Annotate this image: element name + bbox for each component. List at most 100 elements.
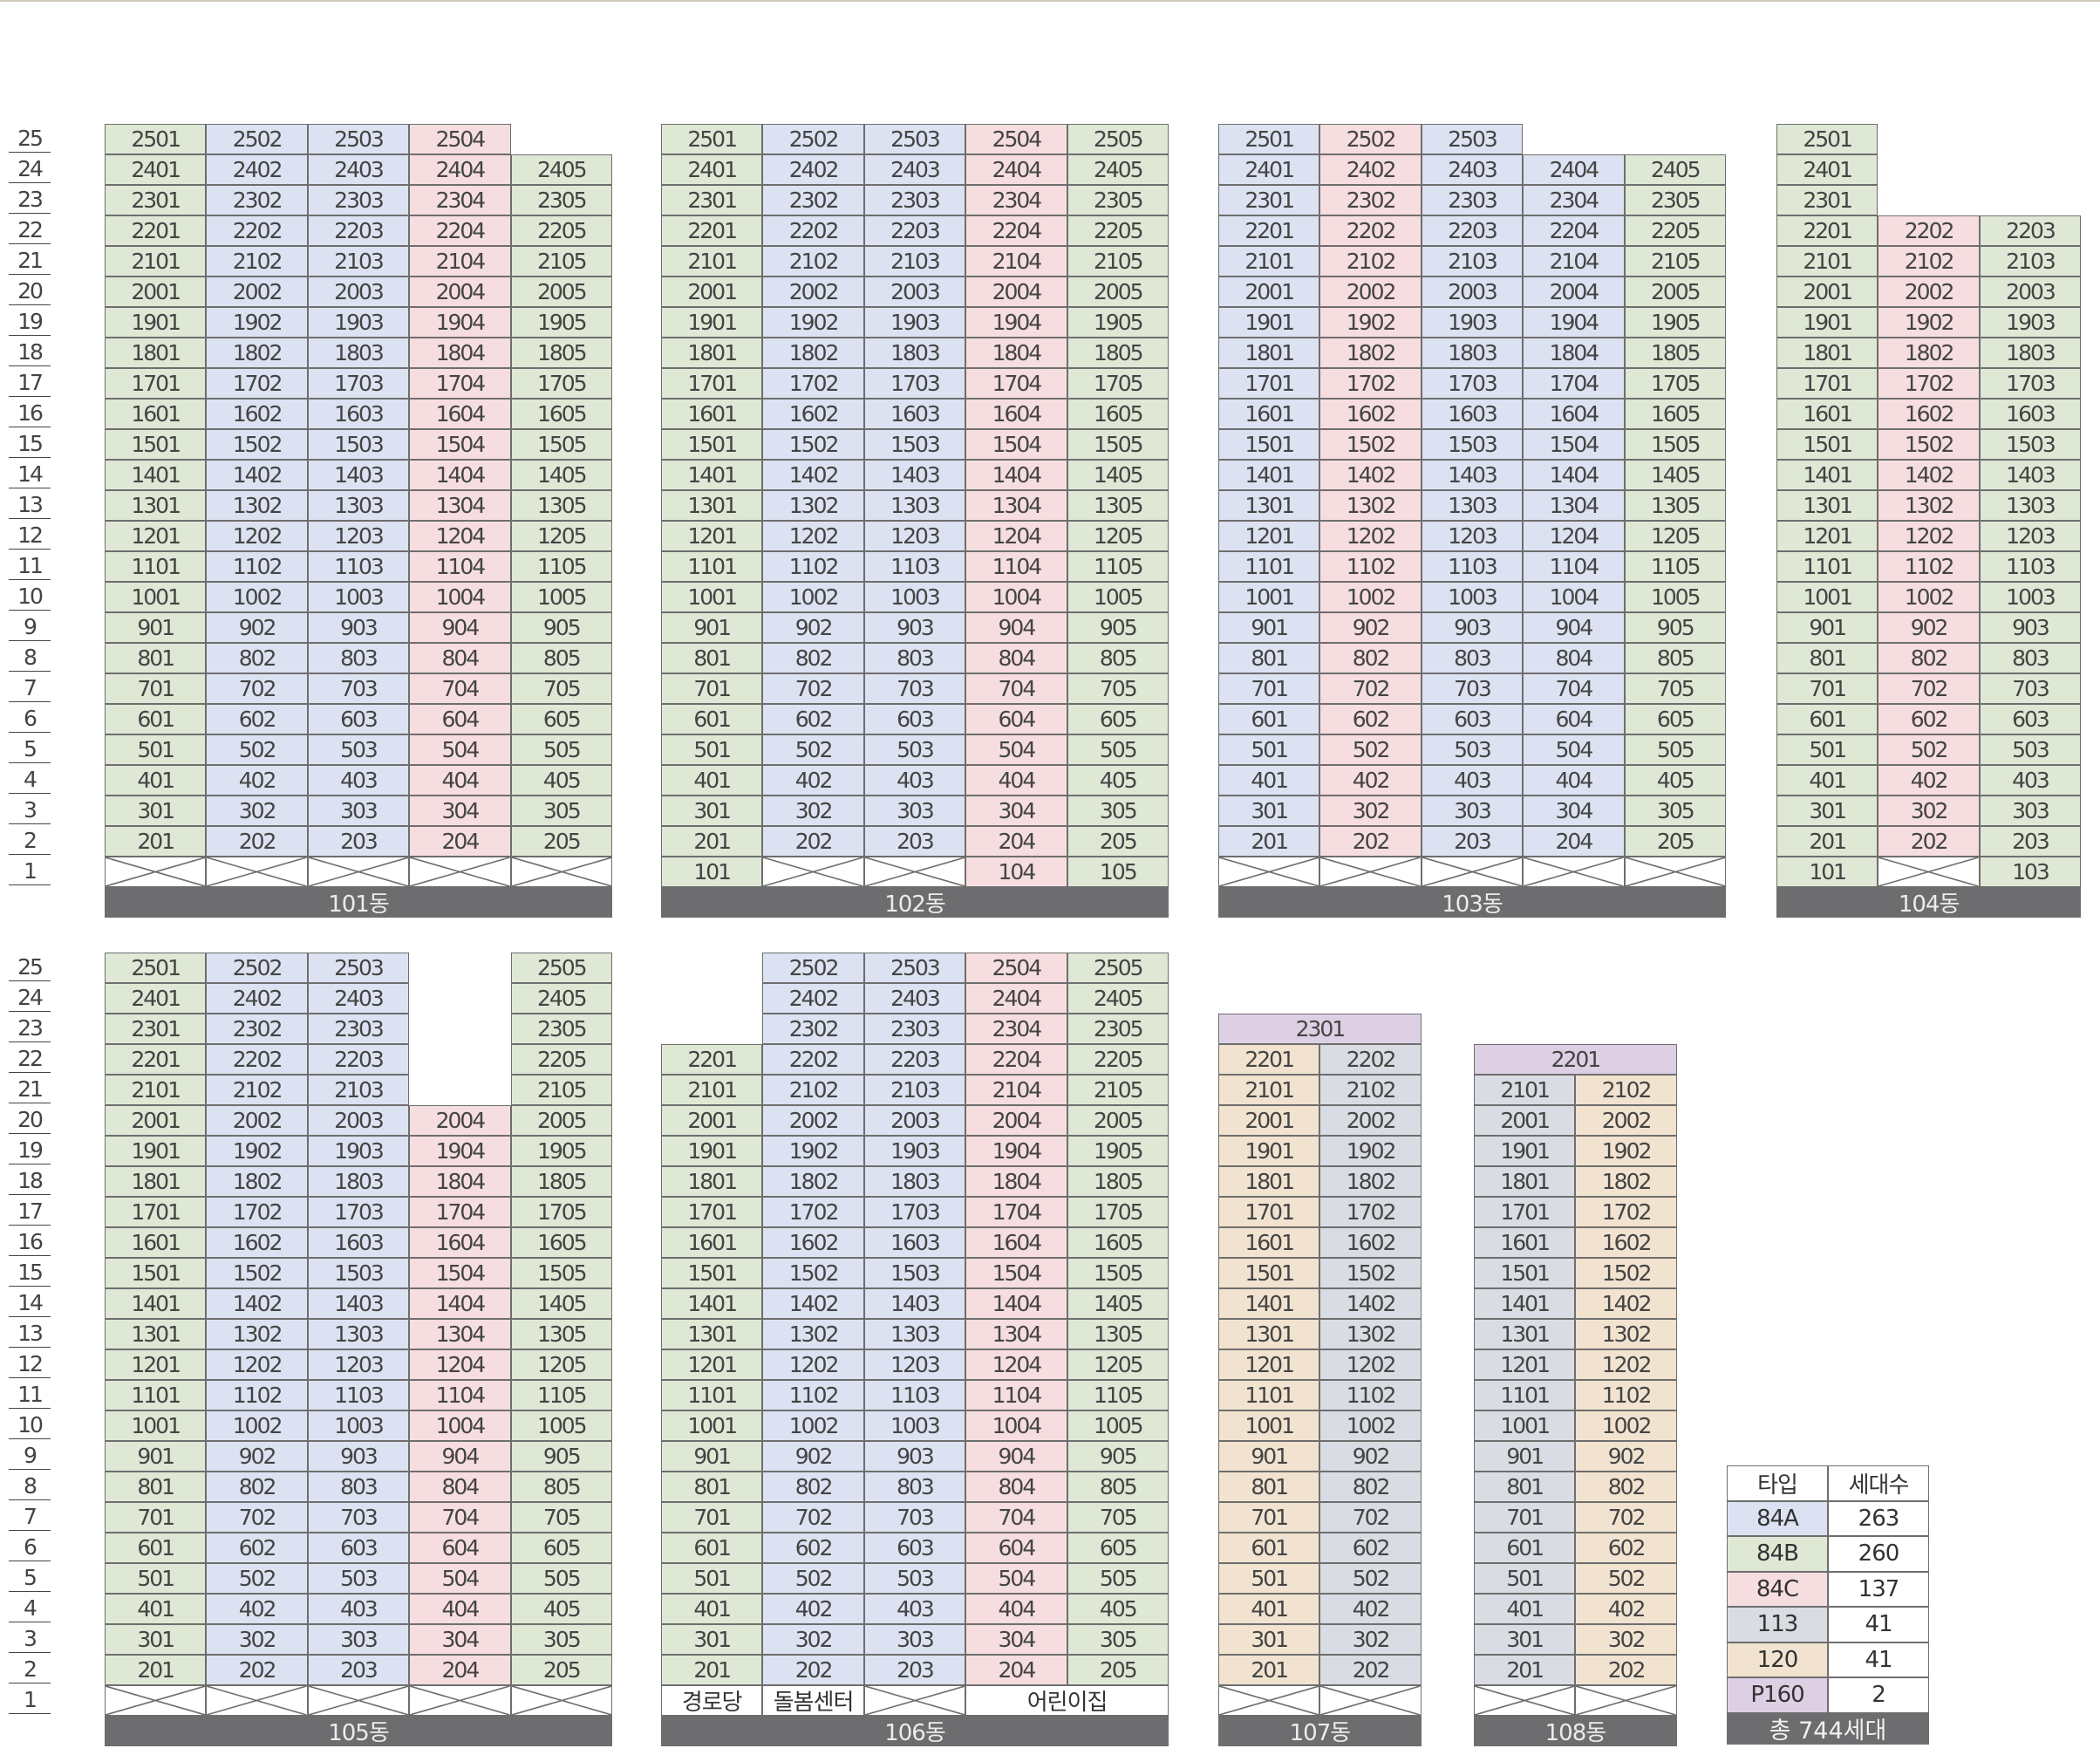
unit-cell: 1005 bbox=[510, 1410, 612, 1441]
unit-cell: 1704 bbox=[965, 368, 1067, 399]
unit-cell: 1001 bbox=[105, 582, 207, 612]
unit-cell: 501 bbox=[1776, 734, 1878, 765]
legend-type-p160: P160 bbox=[1727, 1677, 1828, 1713]
unit-cell: 304 bbox=[965, 1624, 1067, 1655]
unit-cell: 2302 bbox=[1319, 185, 1422, 215]
unit-cell: 2303 bbox=[1421, 185, 1524, 215]
unit-cell: 1401 bbox=[1776, 460, 1878, 490]
unit-cell: 1404 bbox=[409, 1288, 511, 1319]
unit-cell: 1302 bbox=[1878, 490, 1980, 521]
unit-cell: 901 bbox=[661, 1441, 763, 1472]
unit-cell: 802 bbox=[1319, 643, 1422, 673]
unit-cell: 1504 bbox=[1523, 429, 1625, 460]
unit-cell: 404 bbox=[965, 765, 1067, 796]
unit-cell: 2503 bbox=[1421, 124, 1524, 154]
unit-cell: 1602 bbox=[206, 1227, 308, 1258]
unit-cell: 2203 bbox=[1421, 215, 1524, 246]
unit-cell: 704 bbox=[409, 673, 511, 704]
unit-cell: 2404 bbox=[1523, 154, 1625, 185]
unit-cell: 2304 bbox=[1523, 185, 1625, 215]
unit-cell: 1403 bbox=[863, 1288, 966, 1319]
unit-cell: 1201 bbox=[105, 1349, 207, 1380]
unit-cell: 1401 bbox=[661, 1288, 763, 1319]
unit-cell: 1003 bbox=[307, 582, 410, 612]
unit-cell: 2505 bbox=[510, 953, 612, 983]
unit-cell: 1701 bbox=[661, 1197, 763, 1227]
unit-cell: 1605 bbox=[510, 1227, 612, 1258]
unit-cell: 802 bbox=[206, 1472, 308, 1502]
unit-cell: 2305 bbox=[510, 1014, 612, 1044]
unit-cell: 804 bbox=[965, 1472, 1067, 1502]
floor-number: 13 bbox=[9, 492, 51, 519]
unit-cell: 404 bbox=[1523, 765, 1625, 796]
unit-cell: 1901 bbox=[1218, 1136, 1320, 1166]
unit-cell: 2001 bbox=[1218, 277, 1320, 307]
legend-count-84a: 263 bbox=[1828, 1500, 1929, 1536]
unit-cell: 1502 bbox=[762, 1258, 864, 1288]
pilotis-cell bbox=[409, 1685, 511, 1716]
unit-cell: 1403 bbox=[307, 460, 410, 490]
unit-cell: 1903 bbox=[863, 307, 966, 338]
unit-cell: 1203 bbox=[307, 1349, 410, 1380]
unit-cell: 1601 bbox=[1776, 399, 1878, 429]
unit-cell: 1001 bbox=[1218, 1410, 1320, 1441]
legend-header-count: 세대수 bbox=[1828, 1465, 1929, 1501]
unit-cell: 601 bbox=[1474, 1533, 1576, 1563]
unit-cell: 401 bbox=[105, 765, 207, 796]
unit-cell: 2004 bbox=[965, 1105, 1067, 1136]
unit-cell: 1402 bbox=[206, 1288, 308, 1319]
unit-cell: 2003 bbox=[307, 277, 410, 307]
unit-cell: 1405 bbox=[510, 460, 612, 490]
unit-cell: 1201 bbox=[661, 1349, 763, 1380]
unit-cell: 2002 bbox=[1319, 277, 1422, 307]
unit-cell: 1605 bbox=[510, 399, 612, 429]
unit-cell: 402 bbox=[1878, 765, 1980, 796]
legend-header-type: 타입 bbox=[1727, 1465, 1828, 1501]
unit-cell: 2205 bbox=[510, 215, 612, 246]
unit-cell: 1702 bbox=[206, 368, 308, 399]
unit-cell: 902 bbox=[1319, 1441, 1422, 1472]
unit-cell: 2103 bbox=[307, 1075, 410, 1105]
unit-cell: 2002 bbox=[762, 277, 864, 307]
unit-cell: 2202 bbox=[762, 215, 864, 246]
unit-cell: 303 bbox=[307, 796, 410, 826]
unit-cell: 404 bbox=[409, 765, 511, 796]
building-label: 105동 bbox=[105, 1716, 612, 1746]
unit-cell: 302 bbox=[762, 796, 864, 826]
unit-cell: 1602 bbox=[762, 399, 864, 429]
unit-cell: 205 bbox=[1067, 1655, 1169, 1685]
unit-cell: 1103 bbox=[307, 551, 410, 582]
unit-cell: 2403 bbox=[307, 983, 410, 1014]
unit-cell: 305 bbox=[510, 796, 612, 826]
unit-cell: 1705 bbox=[1624, 368, 1726, 399]
unit-cell: 1801 bbox=[105, 1166, 207, 1197]
unit-cell: 2501 bbox=[105, 953, 207, 983]
unit-cell: 702 bbox=[206, 1502, 308, 1533]
unit-cell: 2504 bbox=[965, 124, 1067, 154]
unit-cell: 2401 bbox=[1776, 154, 1878, 185]
unit-cell: 303 bbox=[307, 1624, 410, 1655]
unit-cell: 2404 bbox=[965, 983, 1067, 1014]
unit-cell: 1904 bbox=[965, 307, 1067, 338]
unit-cell: 1401 bbox=[105, 460, 207, 490]
unit-cell: 405 bbox=[1624, 765, 1726, 796]
unit-cell: 302 bbox=[206, 796, 308, 826]
unit-cell: 1702 bbox=[206, 1197, 308, 1227]
unit-cell: 901 bbox=[1776, 612, 1878, 643]
floor-number: 21 bbox=[9, 1076, 51, 1103]
unit-cell: 604 bbox=[409, 704, 511, 734]
unit-cell: 503 bbox=[1421, 734, 1524, 765]
unit-cell: 1703 bbox=[307, 1197, 410, 1227]
unit-cell: 1805 bbox=[1067, 1166, 1169, 1197]
unit-cell: 1301 bbox=[1776, 490, 1878, 521]
unit-cell: 301 bbox=[105, 796, 207, 826]
unit-cell: 2205 bbox=[1067, 215, 1169, 246]
unit-cell: 2101 bbox=[105, 246, 207, 277]
unit-cell: 2101 bbox=[1218, 1075, 1320, 1105]
unit-cell: 1801 bbox=[661, 1166, 763, 1197]
unit-cell: 503 bbox=[863, 734, 966, 765]
floor-number: 10 bbox=[9, 584, 51, 611]
unit-cell: 1904 bbox=[965, 1136, 1067, 1166]
unit-cell: 1702 bbox=[1878, 368, 1980, 399]
unit-cell: 202 bbox=[1319, 826, 1422, 857]
